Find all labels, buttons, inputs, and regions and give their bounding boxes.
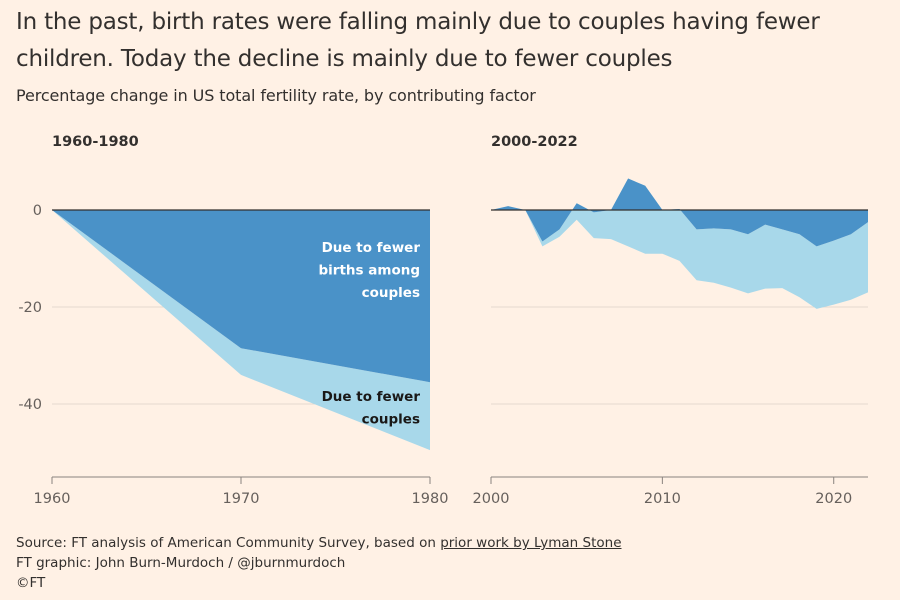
footer: Source: FT analysis of American Communit… xyxy=(16,533,622,593)
source-text: Source: FT analysis of American Communit… xyxy=(16,535,441,551)
x-tick-label: 1960 xyxy=(34,491,71,507)
annotation-fewer-couples: Due to fewer xyxy=(322,389,421,405)
y-tick-label: 0 xyxy=(33,203,42,219)
x-tick-label: 1970 xyxy=(223,491,260,507)
x-tick-label: 1980 xyxy=(412,491,449,507)
chart-panel-2000-2022: 2000-2022 2000 2010 2020 xyxy=(473,134,868,507)
panel-title: 1960-1980 xyxy=(52,134,139,150)
source-link[interactable]: prior work by Lyman Stone xyxy=(440,535,622,551)
annotation-fewer-births-among-couples: Due to fewer xyxy=(322,240,421,256)
x-tick-label: 2000 xyxy=(473,491,510,507)
area-fewer-births-among-couples xyxy=(491,178,868,247)
x-tick-label: 2010 xyxy=(644,491,681,507)
y-tick-label: -40 xyxy=(18,397,42,413)
chart-title: In the past, birth rates were falling ma… xyxy=(16,9,820,72)
area-fewer-couples xyxy=(52,210,430,451)
copyright-line: ©FT xyxy=(16,575,46,591)
y-tick-label: -20 xyxy=(18,300,42,316)
area-fewer-births-among-couples xyxy=(52,210,430,383)
annotation-fewer-couples: couples xyxy=(362,412,420,428)
panel-title: 2000-2022 xyxy=(491,134,578,150)
x-tick-label: 2020 xyxy=(815,491,852,507)
area-fewer-couples xyxy=(491,178,868,309)
credit-line: FT graphic: John Burn-Murdoch / @jburnmu… xyxy=(16,555,346,571)
chart-subtitle: Percentage change in US total fertility … xyxy=(16,86,536,105)
chart-panel-1960-1980: 1960-1980 1960 1970 1980 Due to fewer births … xyxy=(34,134,449,507)
annotation-fewer-births-among-couples: couples xyxy=(362,285,420,301)
annotation-fewer-births-among-couples: births among xyxy=(319,263,420,279)
source-line: Source: FT analysis of American Communit… xyxy=(16,533,622,553)
